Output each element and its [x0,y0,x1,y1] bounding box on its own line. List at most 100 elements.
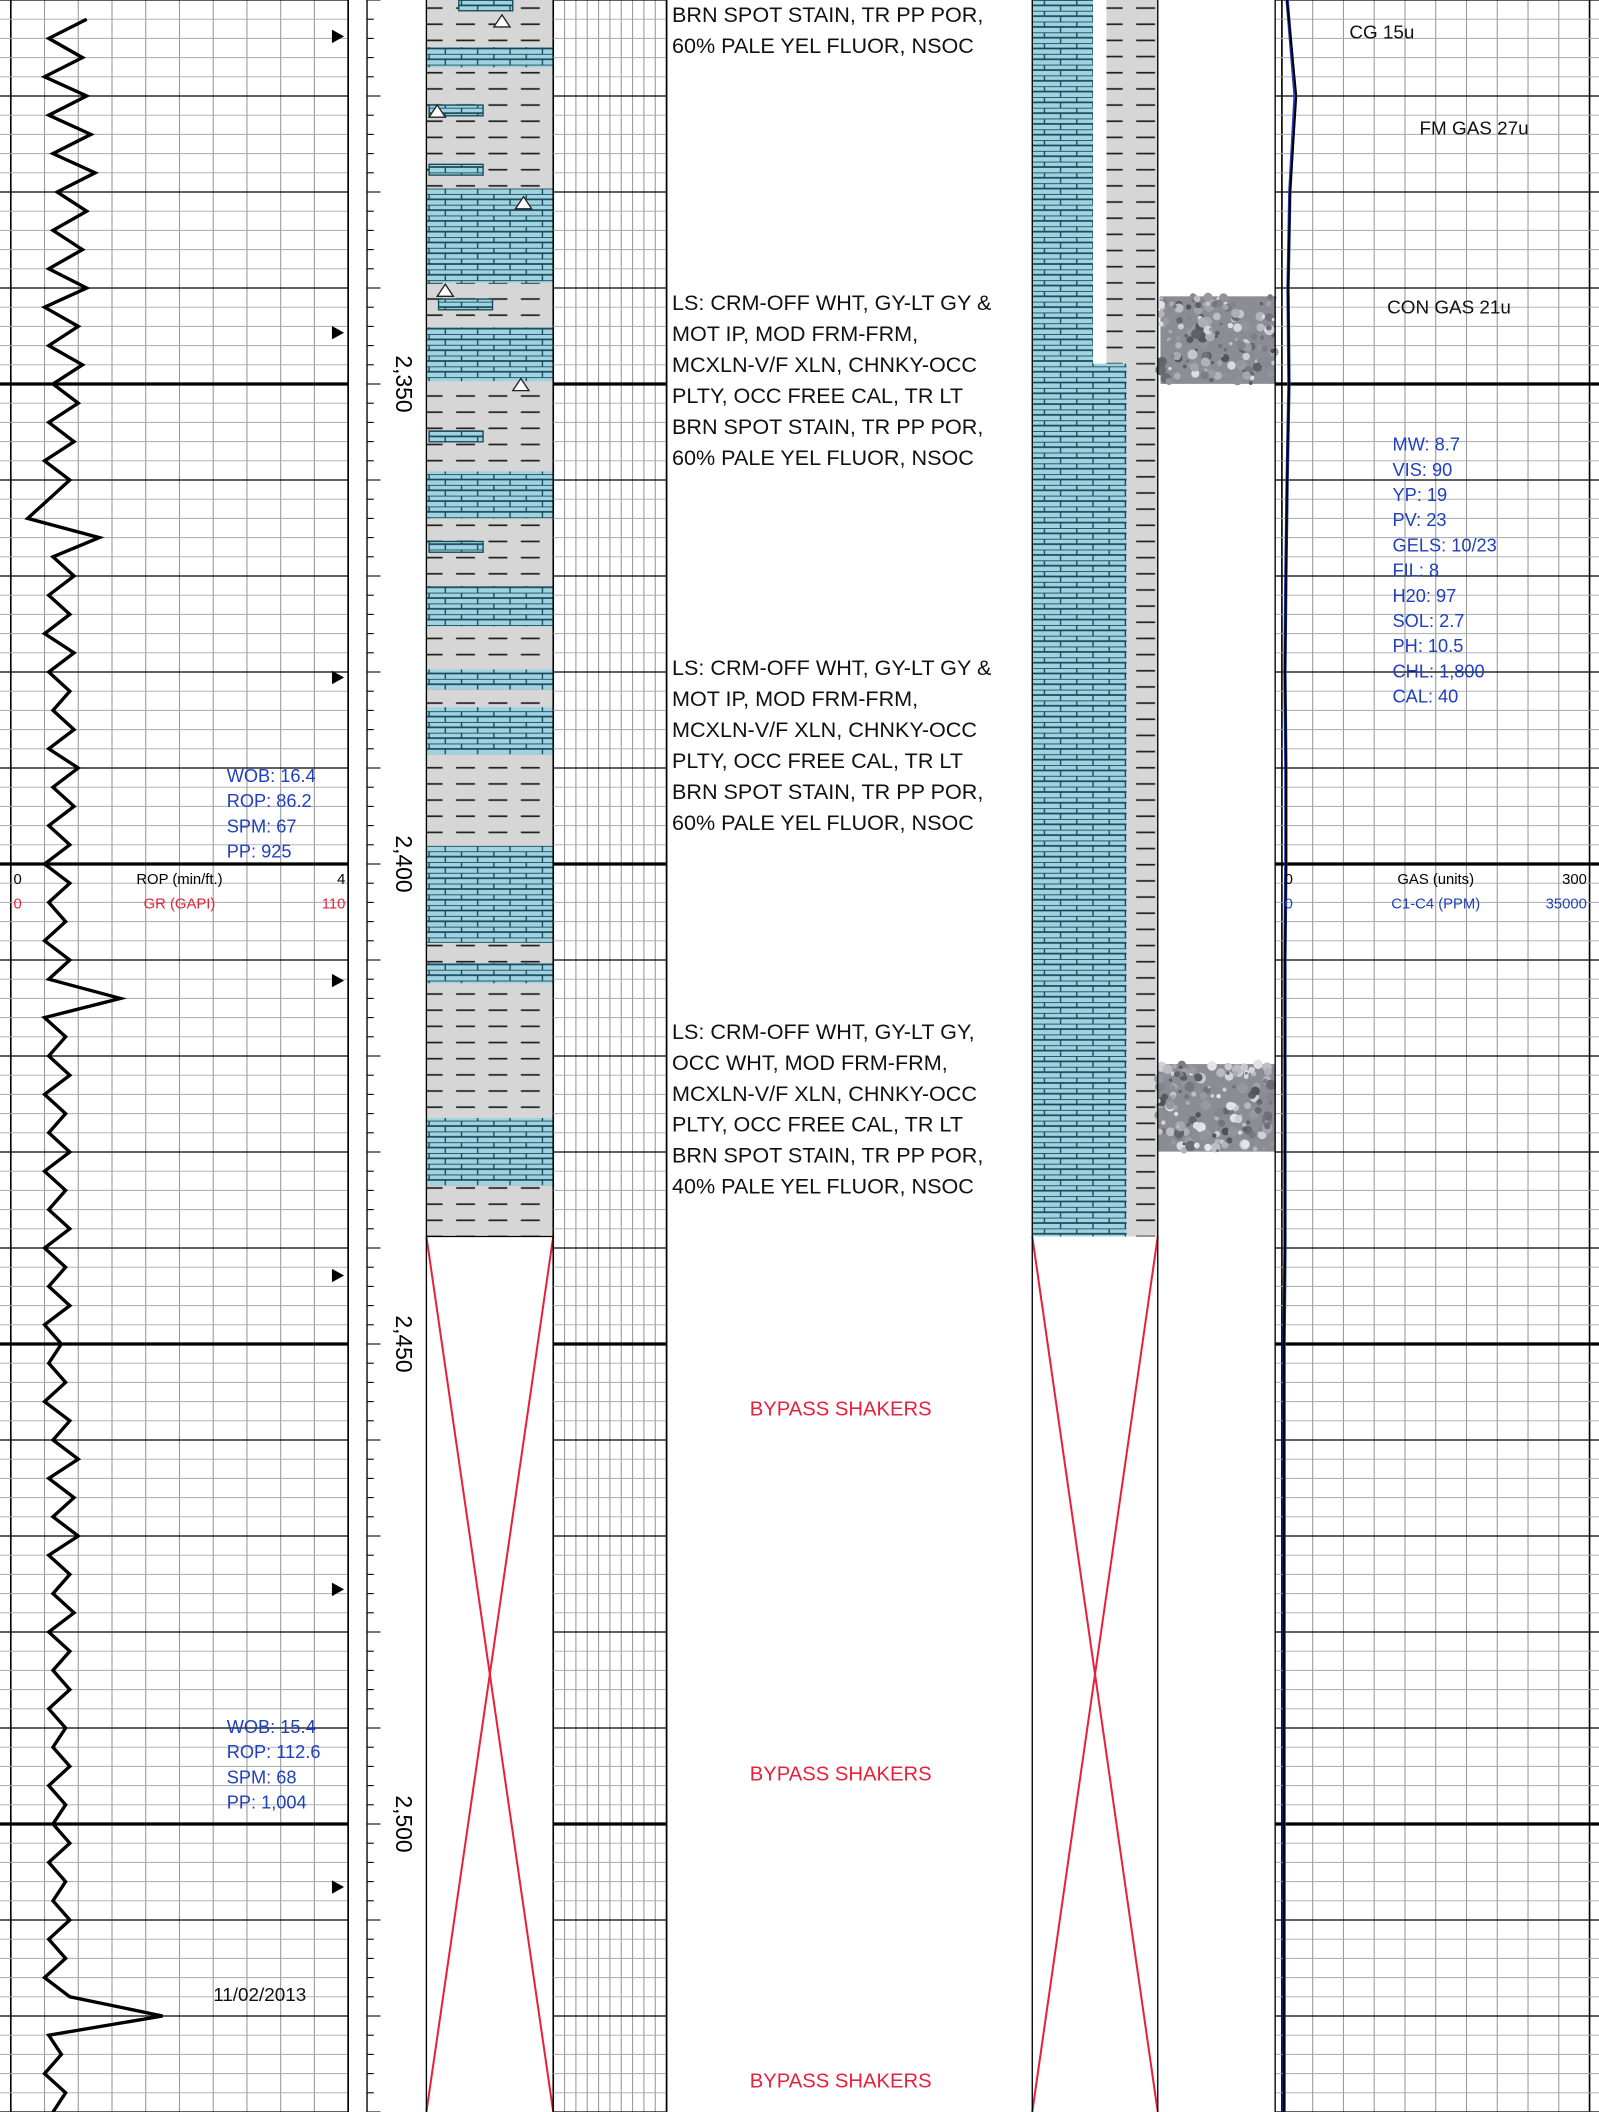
gas-curve [1282,0,1298,2112]
cuttings-grain [1265,1120,1269,1124]
scale-min: 0 [13,872,21,888]
cuttings-grain [1221,1141,1229,1149]
cuttings-grain [1256,1099,1263,1105]
limestone-fill [426,669,554,690]
cuttings-grain [1165,377,1173,386]
cuttings-grain [1224,1062,1233,1071]
cuttings-grain [1256,355,1265,365]
cuttings-grain [1154,1074,1164,1084]
cuttings-grain [1252,1146,1258,1152]
interp-shale [1106,0,1158,364]
cuttings-grain [1250,1086,1260,1096]
cuttings-grain [1158,321,1164,327]
lithology-description: 60% PALE YEL FLUOR, NSOC [672,445,974,470]
sample-marker [331,670,345,685]
cuttings-grain [1231,308,1241,318]
cuttings-grain [1259,301,1264,306]
cuttings-grain [1244,1071,1248,1075]
mud-property: GELS: 10/23 [1393,535,1497,555]
gas-note: FM GAS 27u [1420,117,1529,138]
chert-symbol [435,282,455,297]
cuttings-grain [1265,301,1272,307]
mud-property: CAL: 40 [1393,687,1459,707]
cuttings-grain [1240,320,1251,332]
cuttings-grain [1165,1100,1175,1110]
limestone-fill [426,585,554,627]
cuttings-grain [1237,1082,1249,1094]
cuttings-grain [1271,360,1276,366]
cuttings-grain [1169,1078,1173,1082]
cuttings-grain [1226,1071,1230,1075]
cuttings-grain [1236,340,1246,350]
cuttings-grain [1266,1092,1275,1101]
scale-title: ROP (min/ft.) [136,872,222,888]
cuttings-grain [1207,1085,1211,1089]
scale-max: 110 [322,896,346,912]
cuttings-grain [1180,1147,1188,1154]
limestone-fill [426,963,554,984]
cuttings-grain [1210,1094,1215,1098]
cuttings-grain [1253,1059,1263,1069]
cuttings-grain [1264,1122,1271,1130]
rop-curve [24,17,163,2112]
sample-marker [331,325,345,340]
cuttings-grain [1175,342,1182,349]
sample-marker [331,1880,345,1894]
cuttings-grain [1209,327,1213,332]
mud-property: VIS: 90 [1393,460,1453,480]
sample-marker [331,29,345,44]
cuttings-grain [1176,1130,1180,1134]
cuttings-grain [1154,1110,1164,1120]
mud-property: PV: 23 [1393,510,1447,530]
mud-property: PH: 10.5 [1393,636,1464,656]
cuttings-grain [1205,301,1210,307]
cuttings-grain [1220,353,1224,358]
cuttings-grain [1182,1142,1186,1146]
cuttings-grain [1170,1094,1176,1100]
limestone-fill [426,47,554,68]
scale-title: C1-C4 (PPM) [1391,896,1480,912]
cuttings-grain [1215,330,1220,336]
cuttings-grain [1222,1087,1227,1092]
gas-note: CG 15u [1349,22,1414,43]
drilling-param: ROP: 112.6 [227,1742,321,1762]
cuttings-grain [1240,1097,1246,1103]
cuttings-grain [1213,300,1218,304]
limestone-stringer [428,430,484,443]
cuttings-grain [1178,1089,1182,1094]
cuttings-grain [1226,1137,1233,1144]
scale-min: 0 [1285,896,1293,912]
cuttings-grain [1197,317,1209,328]
cuttings-grain [1239,361,1243,366]
mud-property: MW: 8.7 [1393,435,1460,455]
limestone-fill [426,188,554,283]
cuttings-grain [1230,1102,1237,1109]
cuttings-grain [1232,1071,1239,1077]
cuttings-grain [1186,336,1194,344]
cuttings-grain [1213,312,1221,321]
lithology-description: LS: CRM-OFF WHT, GY-LT GY, [672,1019,975,1044]
cuttings-grain [1179,1065,1183,1069]
cuttings-grain [1262,1078,1268,1084]
limestone-fill [426,327,554,382]
lithology-description: PLTY, OCC FREE CAL, TR LT [672,1112,963,1137]
date-label: 11/02/2013 [213,1984,306,2005]
lithology-description: OCC WHT, MOD FRM-FRM, [672,1050,948,1075]
chert-symbol [492,13,512,28]
cuttings-grain [1258,313,1263,318]
cuttings-grain [1268,370,1275,377]
scale-max: 300 [1562,872,1587,888]
cuttings-grain [1185,328,1193,335]
chert-symbol [427,103,447,118]
cuttings-grain [1156,310,1165,319]
cuttings-grain [1191,1091,1197,1097]
cuttings-grain [1191,369,1200,378]
cuttings-grain [1189,362,1199,372]
cuttings-grain [1185,1140,1196,1152]
cuttings-grain [1204,1143,1212,1152]
cuttings-grain [1176,1125,1180,1129]
mud-property: CHL: 1,800 [1393,661,1485,681]
cuttings-grain [1174,1111,1179,1117]
cuttings-grain [1185,1100,1190,1106]
cuttings-grain [1243,1074,1249,1079]
